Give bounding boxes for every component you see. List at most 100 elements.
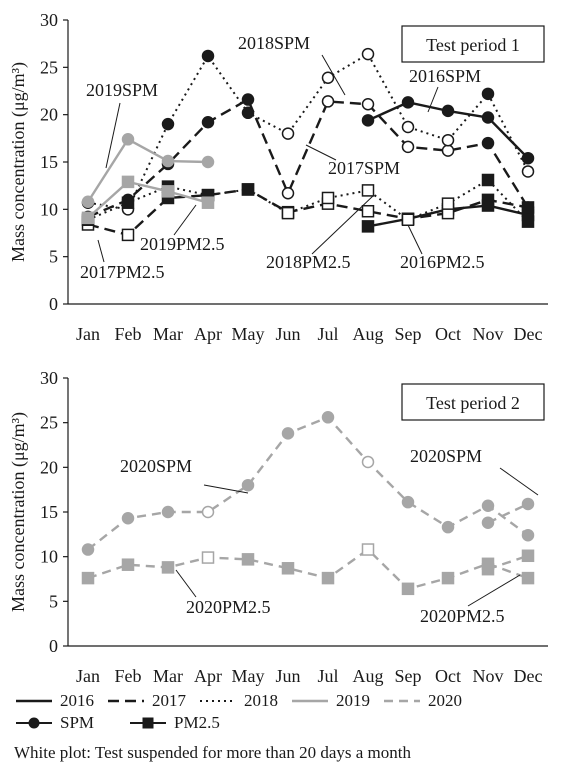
point-2017pm2-5-feb	[121, 228, 135, 242]
y-tick-label: 30	[40, 10, 58, 30]
x-tick-label-dec: Dec	[514, 324, 543, 344]
point-2018pm2-5-jul	[321, 191, 335, 205]
x-tick-label-apr: Apr	[194, 324, 222, 344]
x-tick-label-jan: Jan	[76, 324, 100, 344]
point-2019spm-feb	[121, 133, 135, 146]
x-tick-label-may: May	[232, 324, 265, 344]
point-2020spm-mar	[161, 505, 175, 519]
annotation-leader	[311, 194, 375, 255]
annotation-leader	[407, 224, 423, 255]
x-tick-label-nov: Nov	[473, 324, 504, 344]
x-tick-label-jun: Jun	[275, 324, 300, 344]
series-2020pm2-5	[81, 543, 535, 596]
series-2020spm	[81, 411, 535, 556]
point-2020spm-sep	[401, 495, 415, 509]
annotation-leader	[105, 102, 121, 169]
point-2018pm2-5-dec	[521, 215, 535, 228]
legend-item-pm2-5: PM2.5	[128, 713, 220, 733]
legend-item-spm: SPM	[14, 713, 94, 733]
point-2020spm-dec	[521, 528, 535, 542]
annotation-leader	[321, 54, 346, 96]
series-line	[87, 416, 529, 551]
point-2020pm2-5-oct	[441, 571, 455, 585]
series-line	[87, 98, 530, 219]
point-2019spm-apr	[201, 155, 215, 169]
x-tick-label-mar: Mar	[153, 666, 183, 686]
panel-title: Test period 1	[426, 35, 520, 55]
point-2020pm2-5-apr	[201, 551, 215, 564]
series-2020pm2-5-dec	[481, 549, 535, 576]
point-2016spm-sep	[401, 96, 415, 109]
series-line	[487, 554, 529, 571]
legend-item-2018: 2018	[198, 691, 278, 711]
x-tick-label-jun: Jun	[275, 666, 300, 686]
point-2018pm2-5-may	[241, 183, 255, 196]
point-2016spm-dec	[521, 151, 535, 165]
point-2020pm2-5-jan	[81, 571, 95, 585]
point-2020spm-nov	[481, 499, 495, 512]
series-line	[87, 188, 529, 237]
point-2020spm-apr	[201, 505, 215, 519]
annotation-2018pm2-5: 2018PM2.5	[266, 252, 351, 272]
series-line	[487, 502, 529, 524]
point-2018pm2-5-sep	[401, 213, 415, 226]
y-tick-label: 5	[49, 591, 58, 611]
legend-swatch-2016	[16, 699, 52, 703]
x-tick-label-oct: Oct	[435, 324, 461, 344]
point-2017spm-apr	[201, 115, 215, 129]
x-tick-label-dec: Dec	[514, 666, 543, 686]
series-2018spm	[81, 47, 535, 216]
x-tick-label-nov: Nov	[473, 666, 504, 686]
annotation-2020spm: 2020SPM	[120, 456, 192, 476]
point-2018spm-mar	[161, 117, 175, 131]
annotation-leader	[203, 484, 249, 494]
annotation-leader	[467, 574, 521, 607]
point-2018spm-oct	[441, 133, 455, 147]
legend-years-row: 2016 2017 2018 2019 2020	[14, 690, 554, 712]
annotation-2017spm: 2017SPM	[328, 158, 400, 178]
series-line	[87, 548, 529, 591]
point-2017spm-sep	[401, 140, 415, 154]
x-tick-label-feb: Feb	[115, 666, 142, 686]
legend-label-pm2-5: PM2.5	[174, 713, 220, 732]
point-2017pm2-5-nov	[481, 193, 495, 207]
series-2019spm	[81, 133, 215, 209]
x-tick-label-sep: Sep	[395, 324, 422, 344]
legend-swatch-2020	[384, 699, 420, 703]
annotation-leader	[427, 86, 439, 113]
annotation-2016pm2-5: 2016PM2.5	[400, 252, 485, 272]
panel-title-box	[401, 383, 545, 421]
legend-item-2017: 2017	[106, 691, 186, 711]
series-2018pm2-5	[81, 173, 535, 228]
x-tick-label-feb: Feb	[115, 324, 142, 344]
y-tick-label: 15	[40, 502, 58, 522]
y-tick-label: 20	[40, 105, 58, 125]
point-2017spm-aug	[361, 98, 375, 111]
annotation-2019spm: 2019SPM	[86, 80, 158, 100]
point-2017pm2-5-dec	[521, 201, 535, 214]
point-2017spm-jun	[281, 186, 295, 200]
point-2020spm-jul	[321, 411, 335, 424]
point-2018spm-apr	[201, 49, 215, 63]
legend: 2016 2017 2018 2019 2020 SPM PM2.5	[14, 690, 554, 734]
panel-2: 0 5 10 15 20 25 30 Jan Feb Mar Apr May Jun Jul Aug Sep O…	[8, 368, 548, 686]
y-tick-label: 10	[40, 199, 58, 219]
point-2017spm-nov	[481, 136, 495, 150]
x-tick-label-aug: Aug	[353, 324, 384, 344]
point-2020pm2-5-sep	[401, 582, 415, 596]
point-2018spm-jul	[321, 71, 335, 84]
y-tick-label: 25	[40, 57, 58, 77]
point-2020pm2-5-jul	[321, 571, 335, 585]
point-2019spm-jan	[81, 195, 95, 209]
legend-swatch-2017	[108, 699, 144, 703]
x-tick-label-oct: Oct	[435, 666, 461, 686]
annotation-leader	[499, 467, 539, 496]
legend-item-2019: 2019	[290, 691, 370, 711]
y-tick-label: 0	[49, 294, 58, 314]
point-2020spm-dec-dec	[521, 497, 535, 511]
y-tick-label: 5	[49, 247, 58, 267]
x-tick-label-may: May	[232, 666, 265, 686]
legend-label-2018: 2018	[244, 691, 278, 710]
legend-marker-spm	[16, 717, 52, 729]
